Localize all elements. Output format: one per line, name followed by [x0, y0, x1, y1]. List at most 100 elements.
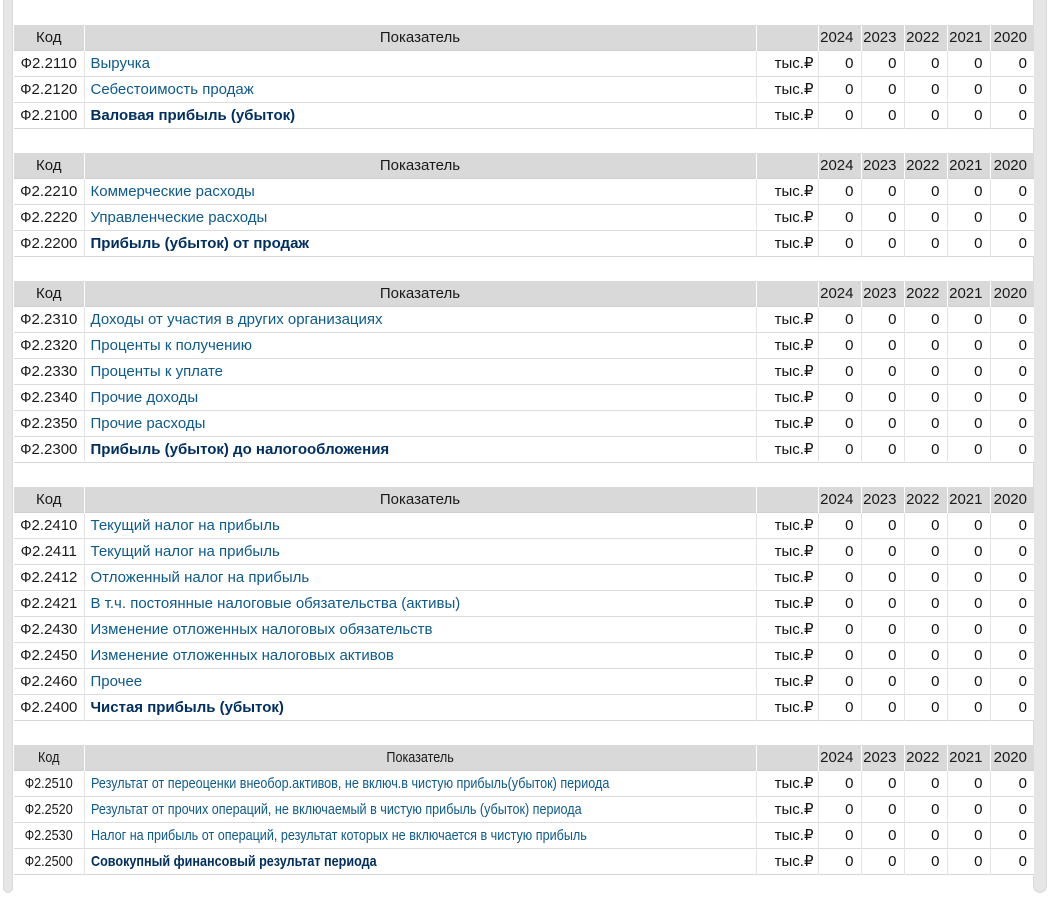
row-indicator-link[interactable]: Проценты к уплате [90, 363, 224, 380]
row-unit: тыс.₽ [755, 822, 818, 849]
row-unit: тыс.₽ [755, 770, 818, 797]
row-value-2024: 0 [817, 616, 861, 643]
header-year-2023: 2023 [860, 487, 904, 513]
row-code: Ф2.2210 [14, 178, 84, 205]
row-code: Ф2.2340 [14, 384, 84, 411]
report-table-sales-profit-section: Код Показатель 2024 2023 2022 2021 2020 Ф2.2210… [14, 153, 1034, 257]
row-indicator-link[interactable]: Доходы от участия в других организациях [90, 311, 383, 328]
row-unit-text: тыс.₽ [774, 415, 814, 432]
row-indicator-link[interactable]: Проценты к получению [90, 337, 253, 354]
table-row-Ф2.2460: Ф2.2460 Прочее тыс.₽ 0 0 0 0 0 [14, 668, 1034, 695]
row-value-text: 0 [974, 441, 983, 458]
row-indicator-link[interactable]: Результат от переоценки внеобор.активов,… [90, 775, 609, 792]
row-value-text: 0 [931, 775, 940, 792]
row-indicator-link[interactable]: Управленческие расходы [90, 209, 268, 226]
header-year-label: 2023 [863, 285, 897, 302]
row-unit-text: тыс.₽ [774, 441, 814, 458]
row-value-2024: 0 [817, 178, 861, 205]
row-value-text: 0 [1018, 595, 1027, 612]
row-value-2020: 0 [989, 178, 1034, 205]
row-value-2020: 0 [989, 642, 1034, 669]
row-code: Ф2.2220 [14, 204, 84, 231]
row-code-text: Ф2.2460 [20, 673, 78, 690]
row-value-text: 0 [974, 107, 983, 124]
header-row: Код Показатель 2024 2023 2022 2021 2020 [14, 487, 1034, 513]
row-value-text: 0 [974, 311, 983, 328]
row-indicator-link[interactable]: Прочие расходы [90, 415, 206, 432]
row-value-text: 0 [1018, 81, 1027, 98]
row-value-text: 0 [931, 81, 940, 98]
header-unit [755, 153, 818, 179]
row-code-text: Ф2.2210 [20, 183, 78, 200]
row-value-2021: 0 [946, 204, 990, 231]
row-code-text: Ф2.2330 [20, 363, 78, 380]
header-indicator-label: Показатель [379, 285, 461, 302]
row-indicator-link[interactable]: Прибыль (убыток) до налогообложения [90, 441, 390, 458]
row-indicator-link[interactable]: Прочие доходы [90, 389, 199, 406]
row-indicator-link[interactable]: Себестоимость продаж [90, 81, 254, 98]
table-row-Ф2.2500: Ф2.2500 Совокупный финансовый результат п… [14, 848, 1034, 875]
row-value-2022: 0 [903, 822, 947, 849]
row-value-2020: 0 [989, 306, 1034, 333]
row-indicator-link[interactable]: Прибыль (убыток) от продаж [90, 235, 310, 252]
row-value-2020: 0 [989, 616, 1034, 643]
table-row-Ф2.2412: Ф2.2412 Отложенный налог на прибыль тыс.₽ 0… [14, 564, 1034, 591]
row-indicator-link[interactable]: Отложенный налог на прибыль [90, 569, 310, 586]
row-code: Ф2.2411 [14, 538, 84, 565]
row-indicator: Прочие доходы [83, 384, 756, 411]
row-value-text: 0 [974, 55, 983, 72]
row-value-text: 0 [845, 801, 854, 818]
header-year-2021: 2021 [946, 153, 990, 179]
header-year-label: 2024 [820, 157, 854, 174]
row-value-2020: 0 [989, 204, 1034, 231]
row-value-2021: 0 [946, 642, 990, 669]
row-value-2022: 0 [903, 358, 947, 385]
row-indicator-link[interactable]: Налог на прибыль от операций, результат … [90, 827, 587, 844]
row-value-text: 0 [931, 415, 940, 432]
row-value-text: 0 [974, 569, 983, 586]
row-value-text: 0 [888, 209, 897, 226]
header-year-label: 2023 [863, 29, 897, 46]
row-unit: тыс.₽ [755, 642, 818, 669]
row-value-text: 0 [974, 389, 983, 406]
row-indicator-link[interactable]: Валовая прибыль (убыток) [90, 107, 296, 124]
row-indicator-link[interactable]: Изменение отложенных налоговых активов [90, 647, 394, 664]
header-year-label: 2022 [906, 285, 940, 302]
header-indicator: Показатель [83, 153, 756, 179]
row-value-text: 0 [845, 853, 854, 870]
header-unit [755, 487, 818, 513]
row-value-2020: 0 [989, 770, 1034, 797]
report-table-comprehensive-result-section: Код Показатель 2024 2023 2022 2021 2020 Ф2.2510… [14, 745, 1034, 875]
row-indicator-link[interactable]: Текущий налог на прибыль [90, 517, 280, 534]
row-code: Ф2.2530 [14, 822, 84, 849]
header-year-2022: 2022 [903, 153, 947, 179]
header-indicator-label: Показатель [386, 749, 454, 766]
row-indicator-link[interactable]: Результат от прочих операций, не включае… [90, 801, 582, 818]
row-value-text: 0 [845, 107, 854, 124]
row-indicator-link[interactable]: Прочее [90, 673, 143, 690]
row-value-2023: 0 [860, 230, 904, 257]
row-unit-text: тыс.₽ [774, 55, 814, 72]
row-value-2021: 0 [946, 770, 990, 797]
row-code-text: Ф2.2340 [20, 389, 78, 406]
row-indicator-link[interactable]: Выручка [90, 55, 151, 72]
row-indicator: Прочее [83, 668, 756, 695]
header-code-label: Код [35, 29, 62, 46]
row-unit-text: тыс.₽ [774, 853, 814, 870]
header-year-label: 2023 [863, 491, 897, 508]
row-value-2023: 0 [860, 204, 904, 231]
row-indicator-link[interactable]: Чистая прибыль (убыток) [90, 699, 284, 716]
row-indicator-link[interactable]: Изменение отложенных налоговых обязатель… [90, 621, 433, 638]
row-indicator: Валовая прибыль (убыток) [83, 102, 756, 129]
row-value-text: 0 [845, 415, 854, 432]
row-value-text: 0 [1018, 775, 1027, 792]
row-indicator-link[interactable]: В т.ч. постоянные налоговые обязательств… [90, 595, 461, 612]
row-value-2024: 0 [817, 410, 861, 437]
row-indicator-link[interactable]: Совокупный финансовый результат периода [90, 853, 377, 870]
row-value-2023: 0 [860, 512, 904, 539]
row-code-text: Ф2.2410 [20, 517, 78, 534]
row-value-text: 0 [845, 775, 854, 792]
row-code: Ф2.2330 [14, 358, 84, 385]
row-indicator-link[interactable]: Текущий налог на прибыль [90, 543, 280, 560]
row-indicator-link[interactable]: Коммерческие расходы [90, 183, 255, 200]
